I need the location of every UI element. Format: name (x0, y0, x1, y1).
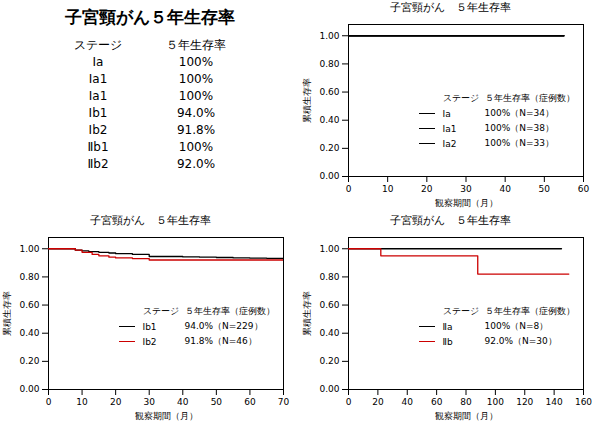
html-text:94.0%（N=229）: 94.0%（N=229） (184, 321, 263, 332)
html-text:Ia1: Ia1 (442, 123, 457, 134)
svg-text:0.80: 0.80 (19, 272, 39, 282)
svg-text:累積生存率: 累積生存率 (2, 291, 12, 336)
svg-text:観察期間（月）: 観察期間（月） (435, 198, 498, 208)
html-text:ステージ: ステージ (74, 38, 122, 52)
svg-text:120: 120 (516, 397, 533, 407)
html-text:ステージ: ステージ (442, 306, 479, 317)
svg-text:1.00: 1.00 (319, 31, 339, 41)
html-text:91.8%（N=46）: 91.8%（N=46） (184, 336, 257, 347)
svg-text:0.00: 0.00 (319, 171, 339, 181)
svg-text:0.80: 0.80 (319, 272, 339, 282)
svg-text:60: 60 (244, 397, 256, 407)
html-text:100%（N=38）: 100%（N=38） (484, 123, 554, 134)
svg-text:50: 50 (539, 184, 551, 194)
svg-text:60: 60 (431, 397, 443, 407)
html-text:子宮頸がん５年生存率: 子宮頸がん５年生存率 (65, 7, 235, 27)
svg-text:0.60: 0.60 (19, 300, 39, 310)
svg-text:0.40: 0.40 (319, 328, 339, 338)
html-text:５年生存率: ５年生存率 (166, 38, 226, 52)
html-text:Ⅱa: Ⅱa (442, 321, 453, 332)
svg-text:50: 50 (211, 397, 223, 407)
html-text:５年生存率（症例数）: ５年生存率（症例数） (184, 306, 275, 317)
svg-text:累積生存率: 累積生存率 (302, 78, 312, 123)
svg-text:30: 30 (143, 397, 155, 407)
html-text:100%: 100% (178, 72, 214, 86)
html-text:91.8%: 91.8% (176, 123, 216, 137)
svg-text:0: 0 (46, 397, 52, 407)
svg-text:70: 70 (278, 397, 290, 407)
html-text:５年生存率（症例数）: ５年生存率（症例数） (484, 306, 575, 317)
svg-text:10: 10 (382, 184, 394, 194)
svg-text:20: 20 (421, 184, 433, 194)
svg-text:0: 0 (346, 397, 352, 407)
svg-text:60: 60 (578, 184, 590, 194)
html-text:Ⅰb1: Ⅰb1 (88, 106, 108, 120)
html-text:94.0%: 94.0% (176, 106, 216, 120)
svg-text:観察期間（月）: 観察期間（月） (135, 411, 198, 421)
svg-text:160: 160 (575, 397, 592, 407)
svg-text:0: 0 (346, 184, 352, 194)
svg-text:0.20: 0.20 (19, 356, 39, 366)
svg-text:0.40: 0.40 (19, 328, 39, 338)
html-text:Ia: Ia (442, 108, 451, 119)
html-text:100%: 100% (178, 89, 214, 103)
svg-text:0.20: 0.20 (319, 356, 339, 366)
html-text:Ⅱb1: Ⅱb1 (87, 140, 109, 154)
svg-text:0.80: 0.80 (319, 59, 339, 69)
svg-text:20: 20 (372, 397, 384, 407)
html-text:100%（N=8）: 100%（N=8） (484, 321, 549, 332)
html-text:Ⅰb2: Ⅰb2 (88, 123, 108, 137)
html-text:Ⅱb: Ⅱb (442, 336, 453, 347)
svg-text:40: 40 (402, 397, 414, 407)
html-text:92.0%: 92.0% (176, 157, 216, 171)
svg-text:0.00: 0.00 (19, 384, 39, 394)
html-text:Ia2: Ia2 (442, 138, 457, 149)
svg-text:0.40: 0.40 (319, 115, 339, 125)
html-text:子宮頸がん ５年生存率: 子宮頸がん ５年生存率 (389, 214, 511, 227)
html-text:Ib2: Ib2 (142, 336, 157, 347)
svg-text:観察期間（月）: 観察期間（月） (435, 411, 498, 421)
html-text:100%（N=33）: 100%（N=33） (484, 138, 554, 149)
svg-text:100: 100 (487, 397, 504, 407)
html-text:100%: 100% (178, 55, 214, 69)
html-text:Ⅱb2: Ⅱb2 (87, 157, 109, 171)
html-text:５年生存率（症例数）: ５年生存率（症例数） (484, 93, 575, 104)
html-text:ステージ: ステージ (142, 306, 179, 317)
svg-text:0.00: 0.00 (319, 384, 339, 394)
svg-text:0.20: 0.20 (319, 143, 339, 153)
html-text:100%: 100% (178, 140, 214, 154)
svg-text:0.60: 0.60 (319, 300, 339, 310)
svg-text:80: 80 (460, 397, 472, 407)
svg-text:20: 20 (110, 397, 122, 407)
html-text:ステージ: ステージ (442, 93, 479, 104)
html-text:子宮頸がん ５年生存率: 子宮頸がん ５年生存率 (89, 214, 211, 227)
html-text:100%（N=34）: 100%（N=34） (484, 108, 554, 119)
html-text:Ib1: Ib1 (142, 321, 157, 332)
html-text:子宮頸がん ５年生存率: 子宮頸がん ５年生存率 (389, 1, 511, 14)
svg-text:40: 40 (499, 184, 511, 194)
svg-text:30: 30 (460, 184, 472, 194)
svg-text:0.60: 0.60 (319, 87, 339, 97)
html-text:92.0%（N=30）: 92.0%（N=30） (484, 336, 557, 347)
html-text:Ⅰa: Ⅰa (92, 55, 104, 69)
html-text:Ⅰa1: Ⅰa1 (88, 89, 108, 103)
svg-text:10: 10 (76, 397, 88, 407)
svg-text:1.00: 1.00 (19, 244, 39, 254)
svg-text:累積生存率: 累積生存率 (302, 291, 312, 336)
svg-text:1.00: 1.00 (319, 244, 339, 254)
svg-text:140: 140 (546, 397, 563, 407)
html-text:Ⅰa1: Ⅰa1 (88, 72, 108, 86)
svg-text:40: 40 (177, 397, 189, 407)
